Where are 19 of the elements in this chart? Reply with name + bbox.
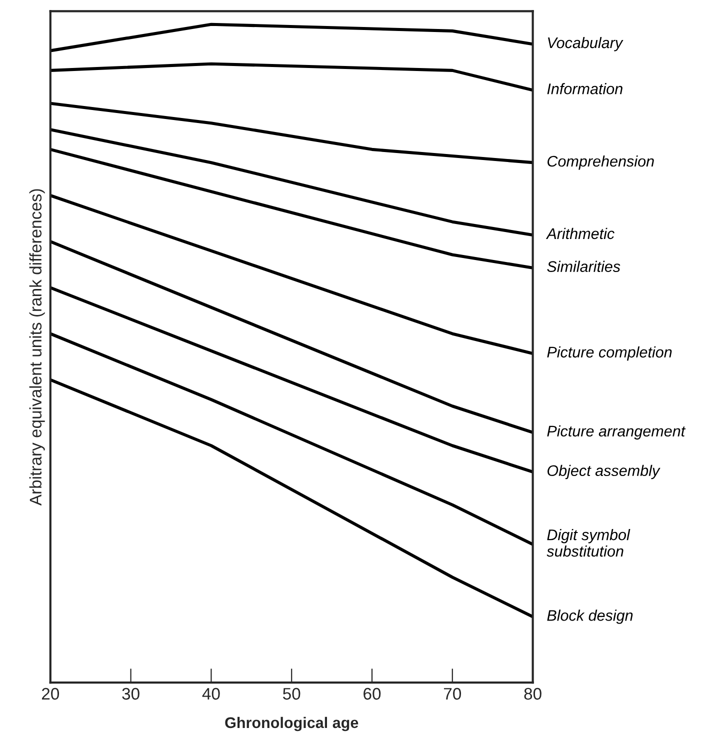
x-tick-label: 20 xyxy=(42,688,60,700)
x-tick-label: 70 xyxy=(444,688,462,700)
series-label: Object assembly xyxy=(548,464,660,480)
series-label: Comprehension xyxy=(548,155,654,170)
x-tick-label: 30 xyxy=(122,688,140,700)
series-label: Picture arrangement xyxy=(547,425,686,440)
series-label: Similarities xyxy=(547,260,620,272)
x-tick-label: 50 xyxy=(283,688,300,700)
y-axis-title: Arbitrary equivalent units (rank differences) xyxy=(29,189,45,506)
x-tick-label: 80 xyxy=(524,688,542,700)
series-label: Block design xyxy=(547,610,633,624)
series-label: Vocabulary xyxy=(548,36,624,52)
series-label: Picture completion xyxy=(547,346,672,361)
x-axis-title: Ghronological age xyxy=(225,716,358,732)
x-tick-label: 60 xyxy=(364,688,381,700)
series-label: Information xyxy=(547,83,622,94)
x-tick-label: 40 xyxy=(202,688,220,700)
series-label: Digit symbol substitution xyxy=(546,529,630,557)
series-label: Arithmetic xyxy=(546,228,614,240)
